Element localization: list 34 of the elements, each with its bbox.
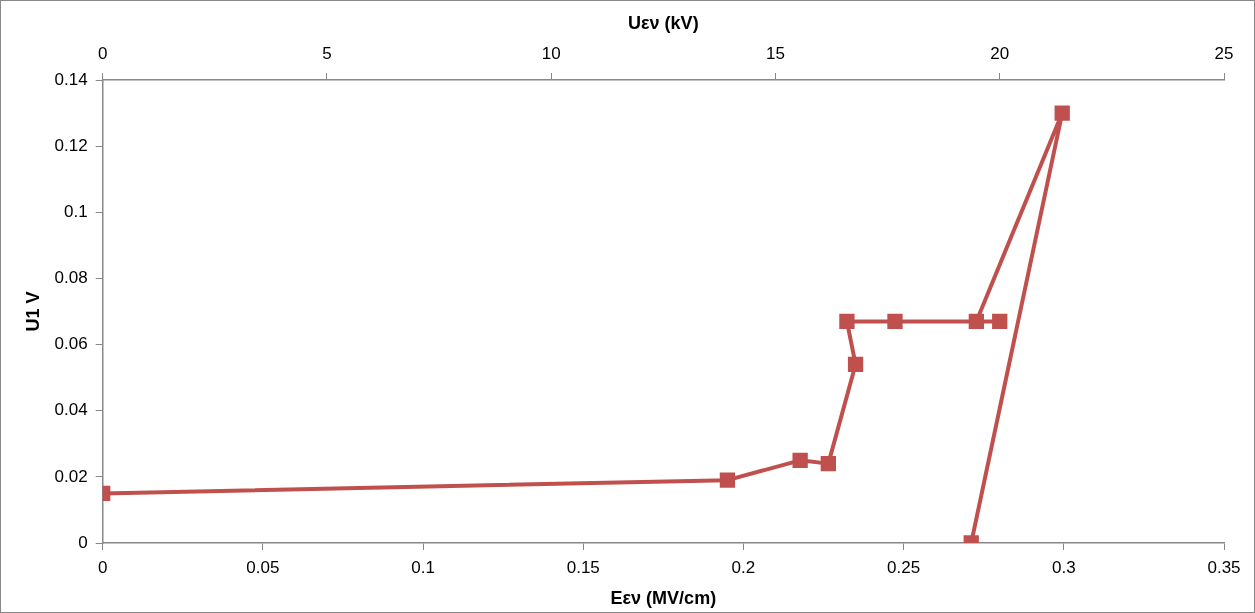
y-axis-title: U1 V [22, 291, 43, 332]
x-tick-label: 0.2 [731, 557, 756, 577]
y-tick-label: 0.14 [54, 69, 88, 89]
y-tick-label: 0.02 [54, 466, 88, 486]
y-tick-label: 0.04 [54, 400, 88, 420]
x-tick-label: 0.25 [887, 557, 921, 577]
x2-tick-label: 10 [541, 44, 561, 64]
point [839, 313, 855, 330]
x2-axis-title: Uεν (kV) [628, 12, 699, 33]
x2-tick-label: 0 [97, 44, 108, 64]
x2-tick-label: 25 [1214, 44, 1234, 64]
y-tick-label: 0.12 [54, 135, 88, 155]
point [992, 313, 1008, 330]
x-tick-label: 0 [97, 557, 108, 577]
x-axis-title: Eεν (MV/cm) [610, 588, 717, 609]
point [1054, 105, 1070, 121]
point [820, 455, 836, 472]
point [792, 452, 808, 468]
x-tick-label: 0.1 [411, 557, 435, 577]
x2-tick-label: 20 [990, 44, 1010, 64]
x-tick-label: 0.3 [1051, 557, 1076, 577]
x-tick-label: 0.35 [1207, 557, 1241, 577]
point [847, 356, 864, 373]
y-tick-label: 0.1 [64, 201, 88, 221]
y-tick-label: 0.06 [54, 334, 88, 354]
point [887, 313, 903, 330]
point [968, 313, 985, 330]
y-tick-label: 0.08 [54, 268, 88, 288]
x2-tick-label: 15 [766, 44, 785, 64]
x-tick-label: 0.15 [566, 557, 600, 577]
point [719, 472, 736, 488]
x-tick-label: 0.05 [246, 557, 280, 577]
y-tick-label: 0 [78, 532, 88, 552]
x2-tick-label: 5 [322, 44, 332, 64]
